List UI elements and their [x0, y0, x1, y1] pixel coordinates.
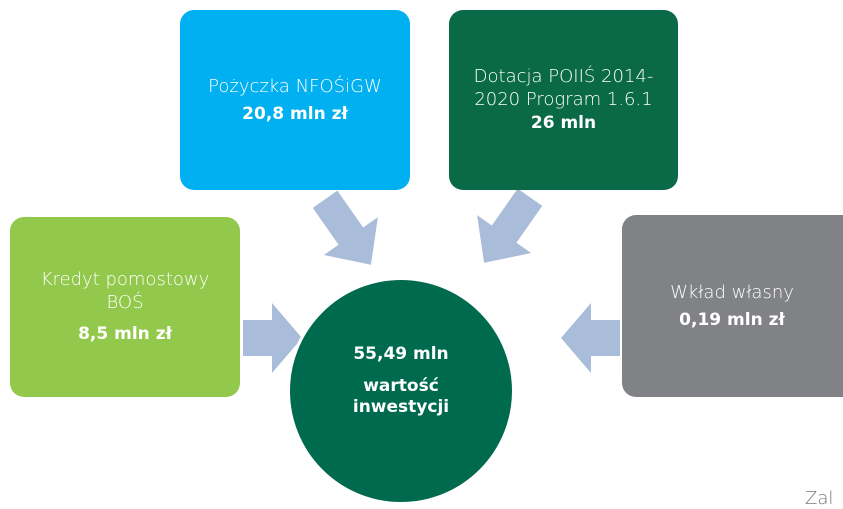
node-label: Dotacja POIIŚ 2014-2020 Program 1.6.1	[473, 66, 654, 110]
arrow	[477, 188, 543, 263]
node-amount: 26 mln	[530, 113, 597, 133]
node-amount: 8,5 mln zł	[78, 324, 172, 344]
center-label: wartość inwestycji	[352, 376, 450, 417]
arrow	[561, 303, 620, 373]
node-label: Pożyczka NFOŚiGW	[208, 75, 382, 97]
arrow	[312, 190, 378, 265]
node-label: Kredyt pomostowy BOŚ	[40, 269, 210, 313]
center-amount: 55,49 mln	[353, 344, 449, 364]
node-box: Wkład własny 0,19 mln zł	[622, 215, 843, 397]
node-amount: 20,8 mln zł	[242, 103, 348, 124]
node-label: Wkład własny	[670, 281, 794, 303]
center-circle: 55,49 mln wartość inwestycji	[287, 277, 515, 505]
node-amount: 0,19 mln zł	[679, 309, 785, 330]
node-box: Dotacja POIIŚ 2014-2020 Program 1.6.1 26…	[449, 10, 678, 190]
arrow	[243, 303, 302, 373]
footer-text: Zal	[805, 488, 834, 509]
node-box: Pożyczka NFOŚiGW 20,8 mln zł	[180, 10, 410, 190]
node-box: Kredyt pomostowy BOŚ 8,5 mln zł	[10, 217, 240, 397]
